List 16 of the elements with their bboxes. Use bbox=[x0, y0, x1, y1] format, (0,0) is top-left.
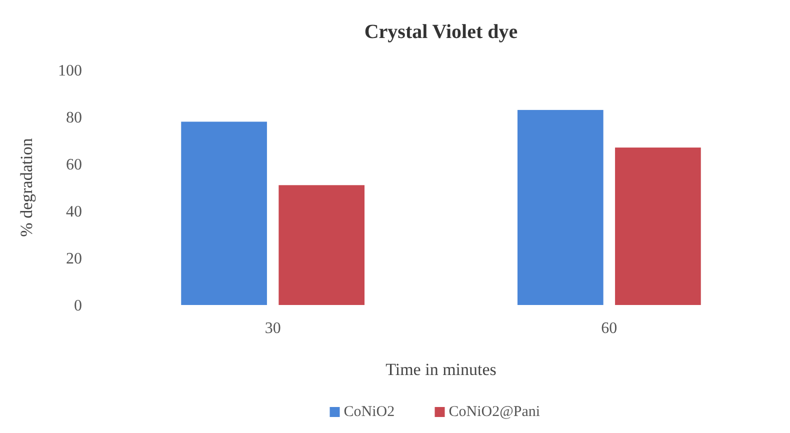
y-tick-label: 60 bbox=[66, 156, 82, 174]
bar bbox=[278, 185, 365, 305]
bar bbox=[517, 110, 604, 305]
y-tick-label: 0 bbox=[74, 298, 82, 315]
y-tick-label: 80 bbox=[66, 110, 82, 127]
legend-label: CoNiO2@Pani bbox=[448, 404, 540, 420]
x-axis-title: Time in minutes bbox=[386, 360, 496, 379]
x-tick-label: 30 bbox=[264, 320, 281, 337]
y-axis-title: % degradation bbox=[17, 138, 36, 237]
y-tick-label: 40 bbox=[66, 204, 82, 221]
y-tick-label: 100 bbox=[58, 62, 82, 80]
legend-label: CoNiO2 bbox=[344, 404, 395, 420]
bar bbox=[615, 148, 701, 305]
chart-title: Crystal Violet dye bbox=[364, 21, 518, 43]
y-tick-label: 20 bbox=[66, 250, 82, 268]
bar bbox=[181, 122, 267, 305]
